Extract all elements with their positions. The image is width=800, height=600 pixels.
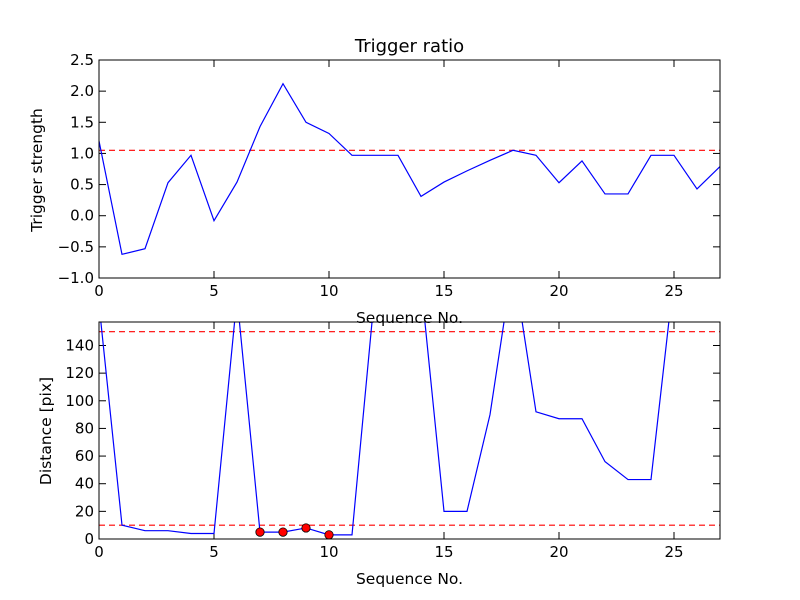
x-tick-label: 20 — [549, 282, 568, 300]
series-line — [99, 82, 720, 256]
x-axis-label: Sequence No. — [356, 570, 463, 588]
axis-ticks: 0 5 10 15 20 25 0 20 40 60 80 100 120 140 — [65, 322, 720, 561]
x-tick-label: 5 — [209, 543, 219, 561]
y-axis-label: Distance [pix] — [37, 377, 55, 485]
reference-lines — [99, 331, 720, 526]
y-axis-label: Trigger strength — [28, 108, 46, 233]
y-tick-label: −1.0 — [58, 269, 94, 287]
y-tick-label: 0.0 — [70, 207, 94, 225]
y-tick-label: 2.5 — [70, 51, 94, 69]
y-tick-label: 80 — [75, 419, 94, 437]
series-line — [100, 322, 670, 536]
x-tick-label: 5 — [209, 282, 219, 300]
x-tick-label: 10 — [319, 282, 338, 300]
y-tick-label: 0.5 — [70, 176, 94, 194]
data-point-marker — [301, 523, 311, 533]
data-point-marker — [324, 530, 334, 540]
series-group — [100, 322, 670, 536]
y-tick-label: 100 — [65, 392, 94, 410]
axis-ticks: 0 5 10 15 20 25 −1.0 −0.5 0.0 0.5 1.0 1.5 2.0 2.5 — [58, 51, 720, 300]
y-tick-label: 60 — [75, 447, 94, 465]
y-tick-label: 140 — [65, 336, 94, 354]
plot-frame — [98, 59, 721, 279]
y-tick-label: 120 — [65, 364, 94, 382]
marker-group — [255, 523, 334, 540]
y-tick-label: 20 — [75, 502, 94, 520]
x-tick-label: 0 — [94, 282, 104, 300]
y-tick-label: 0 — [84, 530, 94, 548]
data-point-marker — [278, 527, 288, 537]
x-tick-label: 0 — [94, 543, 104, 561]
data-point-marker — [255, 527, 265, 537]
y-tick-label: 1.5 — [70, 113, 94, 131]
x-tick-label: 25 — [664, 543, 683, 561]
series-group — [99, 82, 720, 256]
y-tick-label: 1.0 — [70, 144, 94, 162]
x-tick-label: 15 — [434, 282, 453, 300]
x-tick-label: 25 — [664, 282, 683, 300]
x-tick-label: 20 — [549, 543, 568, 561]
chart-distance: Distance [pix] Sequence No. 0 5 10 15 20 25 0 2… — [37, 321, 721, 588]
x-tick-label: 10 — [319, 543, 338, 561]
chart-trigger-ratio: Trigger ratio Trigger strength Sequence … — [28, 36, 721, 327]
y-tick-label: 40 — [75, 475, 94, 493]
x-tick-label: 15 — [434, 543, 453, 561]
chart-title: Trigger ratio — [354, 36, 464, 57]
plot-frame — [98, 321, 721, 540]
y-tick-label: 2.0 — [70, 82, 94, 100]
y-tick-label: −0.5 — [58, 238, 94, 256]
